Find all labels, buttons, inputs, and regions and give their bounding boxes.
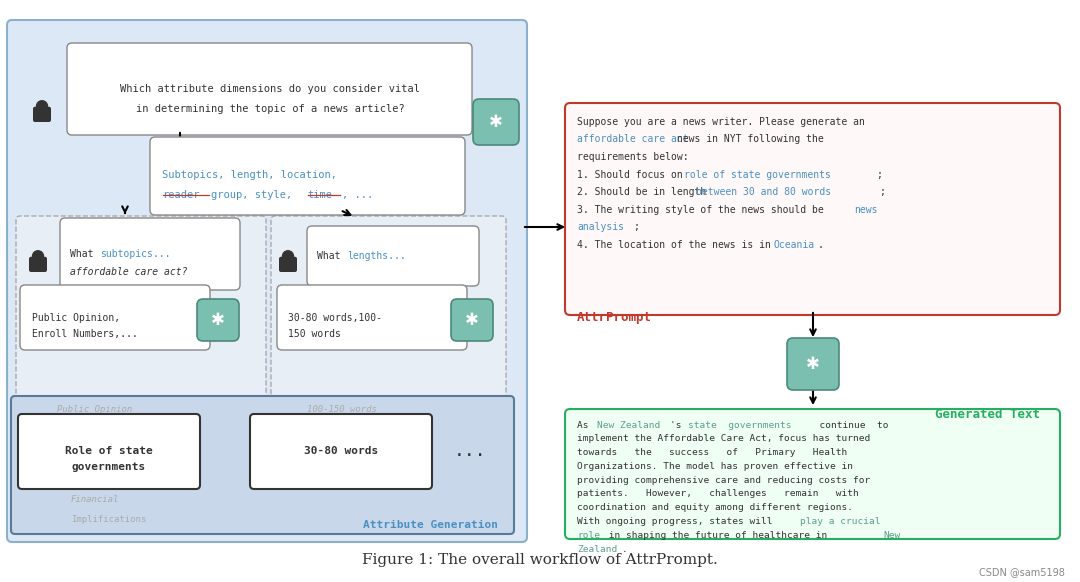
Text: in shaping the future of healthcare in: in shaping the future of healthcare in: [603, 531, 833, 540]
Text: Generated Text: Generated Text: [935, 409, 1040, 421]
Text: time: time: [307, 190, 332, 200]
Text: Zealand: Zealand: [577, 545, 618, 553]
Text: Oceania: Oceania: [774, 240, 815, 250]
Text: Subtopics, length, location,: Subtopics, length, location,: [162, 170, 337, 180]
Text: requirements below:: requirements below:: [577, 152, 689, 162]
FancyBboxPatch shape: [565, 103, 1059, 315]
Text: 150 words: 150 words: [288, 329, 341, 339]
FancyBboxPatch shape: [249, 414, 432, 489]
Text: With ongoing progress, states will: With ongoing progress, states will: [577, 517, 779, 526]
Text: patients.   However,   challenges   remain   with: patients. However, challenges remain wit…: [577, 489, 859, 499]
Text: As: As: [577, 421, 594, 430]
Text: New Zealand: New Zealand: [597, 421, 660, 430]
Text: Attribute Generation: Attribute Generation: [363, 520, 498, 530]
FancyBboxPatch shape: [11, 396, 514, 534]
Circle shape: [283, 251, 294, 262]
FancyBboxPatch shape: [307, 226, 480, 286]
Text: implement the Affordable Care Act, focus has turned: implement the Affordable Care Act, focus…: [577, 434, 870, 443]
Text: affordable care act: affordable care act: [577, 134, 689, 144]
FancyBboxPatch shape: [787, 338, 839, 390]
Text: group, style,: group, style,: [211, 190, 293, 200]
Text: subtopics...: subtopics...: [100, 249, 171, 259]
Text: ✱: ✱: [489, 113, 503, 131]
Text: 30-80 words: 30-80 words: [303, 446, 378, 456]
Text: 100-150 words: 100-150 words: [307, 406, 377, 414]
Text: ;: ;: [633, 222, 639, 232]
Text: news: news: [854, 204, 877, 215]
FancyBboxPatch shape: [276, 285, 467, 350]
FancyBboxPatch shape: [271, 216, 507, 406]
Text: , ...: , ...: [342, 190, 374, 200]
Text: Enroll Numbers,...: Enroll Numbers,...: [32, 329, 138, 339]
Text: ;: ;: [879, 187, 885, 197]
FancyBboxPatch shape: [279, 257, 297, 272]
Text: 's: 's: [670, 421, 687, 430]
FancyBboxPatch shape: [451, 299, 492, 341]
Text: 1. Should focus on: 1. Should focus on: [577, 169, 689, 179]
Text: continue  to: continue to: [808, 421, 889, 430]
Text: role: role: [577, 531, 600, 540]
Text: .: .: [622, 545, 627, 553]
FancyBboxPatch shape: [473, 99, 519, 145]
FancyBboxPatch shape: [16, 216, 266, 406]
Text: towards   the   success   of   Primary   Health: towards the success of Primary Health: [577, 448, 847, 457]
Text: Organizations. The model has proven effective in: Organizations. The model has proven effe…: [577, 462, 853, 471]
FancyBboxPatch shape: [18, 414, 200, 489]
Text: What: What: [70, 249, 99, 259]
Text: .: .: [818, 240, 824, 250]
Text: Public Opinion: Public Opinion: [57, 406, 133, 414]
Text: 4. The location of the news is in: 4. The location of the news is in: [577, 240, 777, 250]
FancyBboxPatch shape: [150, 137, 465, 215]
Text: coordination and equity among different regions.: coordination and equity among different …: [577, 503, 853, 512]
Text: 30-80 words,100-: 30-80 words,100-: [288, 313, 382, 323]
Text: Financial: Financial: [71, 495, 119, 503]
Text: lengths...: lengths...: [347, 251, 406, 261]
Text: 2. Should be in length: 2. Should be in length: [577, 187, 712, 197]
Text: Role of state: Role of state: [65, 446, 153, 456]
Text: 3. The writing style of the news should be: 3. The writing style of the news should …: [577, 204, 829, 215]
Text: role of state governments: role of state governments: [684, 169, 831, 179]
Text: Figure 1: The overall workflow of AttrPrompt.: Figure 1: The overall workflow of AttrPr…: [362, 553, 718, 567]
Text: analysis: analysis: [577, 222, 624, 232]
FancyBboxPatch shape: [33, 107, 51, 122]
Text: What: What: [318, 251, 347, 261]
FancyBboxPatch shape: [197, 299, 239, 341]
Circle shape: [32, 251, 43, 262]
Circle shape: [37, 101, 48, 112]
Text: ✱: ✱: [211, 311, 225, 329]
FancyBboxPatch shape: [21, 285, 210, 350]
Text: play a crucial: play a crucial: [800, 517, 880, 526]
Text: ...: ...: [454, 442, 486, 460]
Text: Public Opinion,: Public Opinion,: [32, 313, 120, 323]
Text: between 30 and 80 words: between 30 and 80 words: [696, 187, 832, 197]
Text: affordable care act?: affordable care act?: [70, 267, 188, 277]
Text: CSDN @sam5198: CSDN @sam5198: [980, 567, 1065, 577]
Text: governments: governments: [72, 462, 146, 471]
FancyBboxPatch shape: [6, 20, 527, 542]
Text: news in NYT following the: news in NYT following the: [671, 134, 824, 144]
Text: AttrPrompt: AttrPrompt: [577, 311, 652, 325]
FancyBboxPatch shape: [29, 257, 48, 272]
Text: reader: reader: [162, 190, 200, 200]
Text: Suppose you are a news writer. Please generate an: Suppose you are a news writer. Please ge…: [577, 117, 865, 127]
Text: ;: ;: [876, 169, 882, 179]
Text: state  governments: state governments: [688, 421, 792, 430]
Text: Implifications: Implifications: [71, 514, 147, 523]
Text: in determining the topic of a news article?: in determining the topic of a news artic…: [136, 104, 404, 114]
Text: ✱: ✱: [806, 355, 820, 373]
FancyBboxPatch shape: [67, 43, 472, 135]
FancyBboxPatch shape: [60, 218, 240, 290]
Text: ✱: ✱: [465, 311, 478, 329]
Text: Which attribute dimensions do you consider vital: Which attribute dimensions do you consid…: [120, 84, 420, 94]
Text: providing comprehensive care and reducing costs for: providing comprehensive care and reducin…: [577, 475, 870, 485]
Text: New: New: [883, 531, 901, 540]
FancyBboxPatch shape: [565, 409, 1059, 539]
